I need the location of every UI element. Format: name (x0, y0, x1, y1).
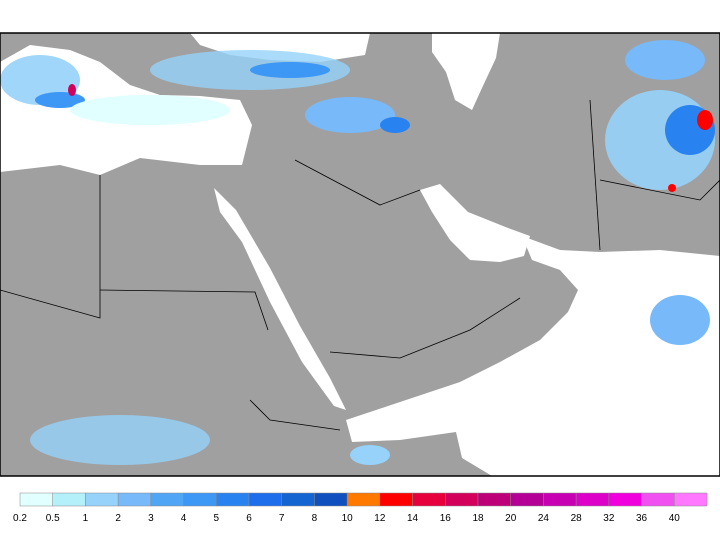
color-box (641, 492, 675, 507)
color-box (314, 492, 348, 507)
borders (0, 99, 720, 431)
color-box (674, 492, 708, 507)
color-box (477, 492, 511, 507)
color-box (575, 492, 610, 507)
border (294, 159, 421, 206)
colorbar-label: 24 (538, 513, 550, 524)
color-box (52, 492, 86, 507)
red-sea (214, 188, 346, 410)
colorbar-label: 6 (246, 513, 252, 524)
color-box (608, 492, 642, 507)
color-box (346, 492, 381, 507)
colorbar-label: 5 (214, 513, 220, 524)
colorbar-label: 4 (181, 513, 187, 524)
colorbar-label: 12 (374, 513, 386, 524)
colorbar-label: 2 (115, 513, 121, 524)
precip-area (625, 40, 705, 80)
color-box (510, 492, 544, 507)
colorbar-label: 3 (148, 513, 154, 524)
precip-core (668, 184, 676, 192)
border (249, 399, 341, 431)
color-box (183, 492, 217, 507)
colorbar-label: 7 (279, 513, 285, 524)
border (329, 297, 521, 359)
precip-area (650, 295, 710, 345)
border (99, 289, 269, 331)
colorbar-label: 0.2 (13, 513, 27, 524)
precip-area (380, 117, 410, 133)
color-box (543, 492, 577, 507)
precip-area (350, 445, 390, 465)
color-box (445, 492, 479, 507)
border (599, 179, 720, 201)
colorbar-label: 20 (505, 513, 517, 524)
border (0, 175, 101, 319)
map-frame (0, 32, 720, 477)
colorbar-label: 8 (312, 513, 318, 524)
persian-gulf (420, 184, 530, 262)
colorbar-label: 28 (571, 513, 583, 524)
colorbar-label: 32 (603, 513, 615, 524)
precip-area (70, 95, 230, 125)
colorbar-label: 0.5 (46, 513, 60, 524)
colorbar-label: 1 (83, 513, 89, 524)
precip-area (30, 415, 210, 465)
color-box (150, 492, 184, 507)
precip-area (35, 92, 85, 108)
colorbar-label: 14 (407, 513, 419, 524)
map (0, 32, 720, 477)
colorbar: 0.2 0.5 1 2 3 4 5 6 7 8 10 12 14 16 18 20 24 28 32 36 40 (13, 492, 708, 524)
colorbar-label: 36 (636, 513, 648, 524)
color-box (85, 492, 119, 507)
color-box (248, 492, 282, 507)
color-box (117, 492, 152, 507)
precip-core (697, 110, 713, 130)
color-box (412, 492, 446, 507)
colorbar-label: 16 (440, 513, 452, 524)
color-box (281, 492, 315, 507)
arabian-sea (346, 236, 720, 476)
color-box (19, 492, 53, 507)
color-box (379, 492, 413, 507)
colorbar-label: 10 (342, 513, 354, 524)
precipitation (0, 40, 715, 465)
colorbar-label: 40 (669, 513, 681, 524)
border (589, 99, 601, 251)
precip-area (305, 97, 395, 133)
precip-area (250, 62, 330, 78)
caspian-sea (432, 33, 500, 110)
colorbar-label: 18 (472, 513, 484, 524)
color-box (216, 492, 250, 507)
precip-core (68, 84, 76, 96)
